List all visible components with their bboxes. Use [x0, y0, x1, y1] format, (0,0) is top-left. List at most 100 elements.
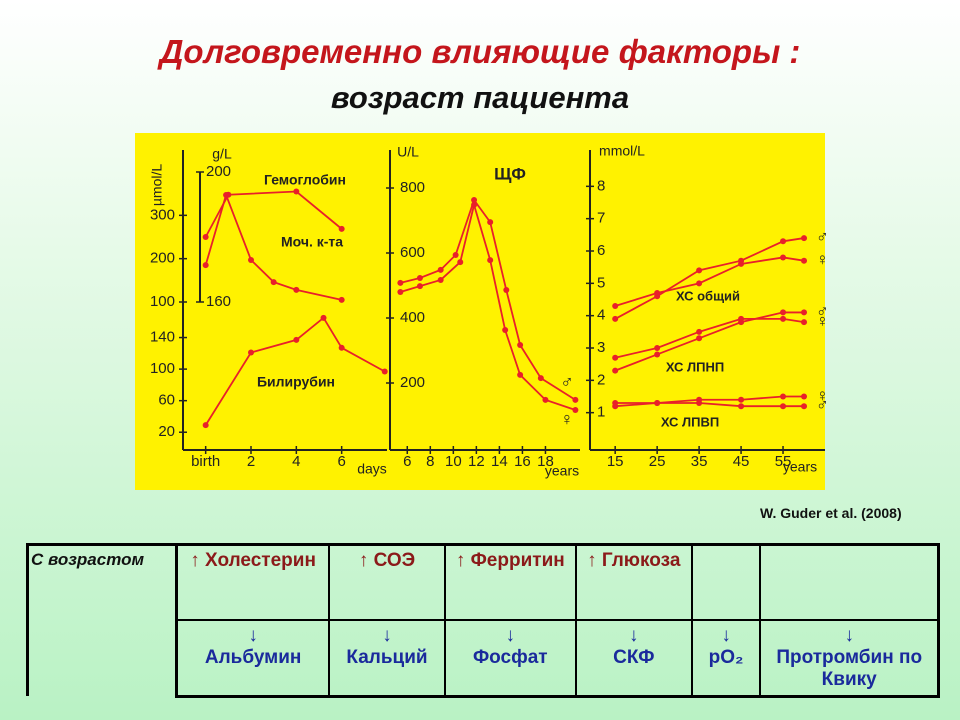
point [517, 371, 524, 378]
point [738, 315, 745, 322]
cell-text: pO₂ [708, 646, 744, 668]
group-label: ХС общий [676, 288, 740, 303]
line [614, 237, 805, 320]
arrow: ↓ [505, 624, 516, 646]
table-cell: ↑ СОЭ [328, 543, 446, 621]
table: ↑ Холестерин ↑ СОЭ ↑ Ферритин ↑ Глюкоза ↓ Ал… [175, 543, 940, 698]
point [397, 289, 404, 295]
point [293, 286, 300, 293]
x-tick-label: 25 [649, 453, 666, 470]
point [654, 345, 661, 351]
point [270, 279, 277, 286]
point [487, 257, 494, 264]
arrow: ↓ [721, 624, 731, 646]
y-tick-label: 100 [150, 360, 175, 377]
y-tick-label: 3 [597, 339, 605, 356]
y-tick-label: 200 [150, 250, 175, 267]
point [397, 279, 404, 286]
arrow: ↓ [382, 624, 392, 646]
x-tick-label: 55 [775, 453, 792, 470]
y-tick-label: 8 [597, 177, 605, 194]
y-tick-label: 4 [597, 307, 605, 324]
figure-background [135, 133, 825, 490]
point [780, 254, 787, 261]
point [471, 197, 478, 204]
table-cell: ↓ Фосфат [443, 618, 577, 697]
point [452, 251, 459, 258]
point [437, 276, 444, 283]
y-tick-label: 5 [597, 274, 605, 291]
point [293, 336, 300, 343]
y-tick-label: 200 [400, 374, 425, 391]
series-label: ♂ [560, 372, 574, 392]
line [400, 198, 576, 401]
point [696, 328, 703, 335]
y-tick-label: 2 [597, 371, 605, 388]
axis-label: mmol/L [599, 143, 645, 159]
axis-label: g/L [212, 146, 232, 162]
point [338, 225, 345, 232]
point [487, 219, 494, 226]
point [416, 275, 423, 282]
series-label: ♀ [816, 312, 829, 331]
axis-label: µmol/L [149, 164, 165, 207]
y-tick-label: 6 [597, 242, 605, 259]
point [542, 396, 549, 403]
point [612, 315, 619, 322]
y-tick-label: 600 [400, 244, 425, 261]
point [320, 314, 327, 321]
point [780, 238, 787, 245]
point [416, 283, 423, 290]
cell-text: СКФ [613, 646, 655, 668]
table-row: ↓ Альбумин ↓ Кальций ↓ Фосфат ↓ СКФ ↓ pO₂ ↓ Протром… [175, 618, 940, 697]
x-tick-label: 14 [491, 453, 508, 470]
x-tick-label: 6 [337, 453, 345, 470]
x-tick-label: 10 [445, 453, 462, 470]
point [696, 399, 703, 406]
point [612, 302, 619, 309]
series-label: ♀ [560, 409, 574, 429]
line [204, 192, 342, 301]
point [696, 335, 703, 342]
point [801, 393, 808, 400]
x-tick-label: birth [191, 453, 220, 470]
axis-label: U/L [397, 144, 419, 160]
point [780, 309, 787, 316]
arrow: ↑ [190, 550, 200, 571]
x-tick-label: 4 [292, 453, 300, 470]
point [801, 309, 808, 316]
line [204, 190, 343, 238]
slide-subtitle: возраст пациента [330, 80, 630, 115]
axis-label: years [783, 459, 817, 475]
table-cell: ↑ Глюкоза [574, 543, 693, 621]
point [801, 257, 808, 264]
y-tick-label: 100 [150, 293, 175, 310]
point [503, 287, 510, 294]
cell-text: Кальций [346, 646, 428, 668]
line [204, 316, 386, 426]
line [615, 402, 805, 408]
x-tick-label: 2 [247, 453, 255, 470]
point [537, 375, 544, 382]
point [696, 280, 703, 287]
arrow: ↑ [358, 550, 369, 571]
x-tick-label: 45 [733, 453, 750, 470]
point [801, 235, 808, 242]
point [654, 399, 661, 406]
axis-label: days [357, 461, 387, 477]
table-cell: ↓ СКФ [574, 618, 693, 697]
line [614, 311, 805, 372]
table-cell: ↓ Кальций [328, 618, 446, 697]
table-cell: ↑ Ферритин [443, 543, 577, 621]
x-tick-label: 35 [691, 453, 708, 470]
cell-text: СОЭ [373, 550, 416, 571]
arrow: ↑ [587, 550, 597, 571]
cell-text: Фосфат [472, 646, 548, 668]
point [381, 368, 388, 375]
point [457, 259, 464, 266]
arrow: ↓ [248, 624, 258, 646]
y2-tick-label: 160 [206, 293, 231, 310]
series-label: Моч. к-та [281, 234, 343, 250]
y-tick-label: 140 [150, 329, 175, 346]
